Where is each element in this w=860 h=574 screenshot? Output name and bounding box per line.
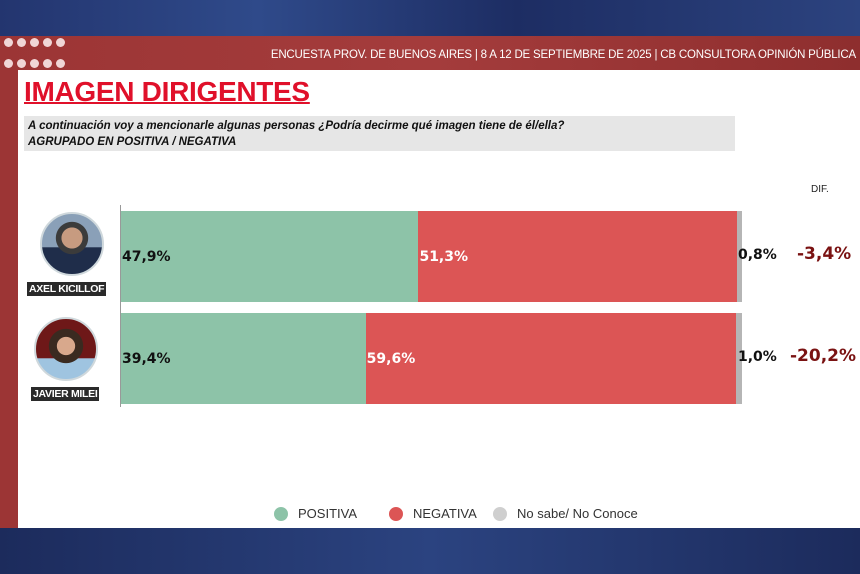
question-text: A continuación voy a mencionarle algunas… — [28, 120, 565, 132]
avatar-kicillof — [40, 212, 104, 276]
data-label: 47,9% — [122, 248, 171, 265]
legend-item-no-sabe: No sabe/ No Conoce — [493, 506, 638, 521]
data-label: 39,4% — [122, 350, 171, 367]
data-label: 51,3% — [419, 248, 469, 265]
legend-item-positiva: POSITIVA — [274, 506, 357, 521]
bar-no-sabe — [735, 313, 742, 404]
legend-swatch — [493, 506, 507, 521]
bar-row: 47,9% 51,3% — [121, 211, 742, 302]
bar-negativa: 59,6% — [365, 313, 736, 404]
dif-value: -3,4% — [797, 244, 852, 264]
bar-negativa: 51,3% — [418, 211, 738, 302]
question-box: A continuación voy a mencionarle algunas… — [24, 116, 735, 151]
person-name: JAVIER MILEI — [31, 387, 100, 401]
person-name: AXEL KICILLOF — [27, 282, 107, 296]
legend-label: NEGATIVA — [413, 506, 477, 521]
category-axis — [120, 205, 121, 407]
legend-item-negativa: NEGATIVA — [389, 506, 477, 521]
legend-swatch — [389, 506, 403, 521]
broadcast-background-top — [0, 0, 860, 36]
question-subtext: AGRUPADO EN POSITIVA / NEGATIVA — [28, 136, 237, 148]
broadcast-background-bottom — [0, 528, 860, 574]
legend-swatch — [274, 506, 288, 521]
legend-label: No sabe/ No Conoce — [517, 506, 638, 521]
bar-no-sabe — [737, 211, 742, 302]
dif-header: DIF. — [811, 184, 829, 195]
decorative-dots — [4, 38, 84, 80]
data-label: 59,6% — [366, 350, 416, 367]
page-title: IMAGEN DIRIGENTES — [24, 76, 310, 107]
data-label: 0,8% — [738, 247, 777, 263]
bar-positiva: 39,4% — [121, 313, 366, 404]
avatar-milei — [34, 317, 98, 381]
legend-label: POSITIVA — [298, 506, 357, 521]
bar-row: 39,4% 59,6% — [121, 313, 742, 404]
dif-value: -20,2% — [790, 346, 857, 366]
bar-positiva: 47,9% — [121, 211, 419, 302]
survey-source: ENCUESTA PROV. DE BUENOS AIRES | 8 A 12 … — [270, 49, 856, 61]
data-label: 1,0% — [738, 349, 777, 365]
